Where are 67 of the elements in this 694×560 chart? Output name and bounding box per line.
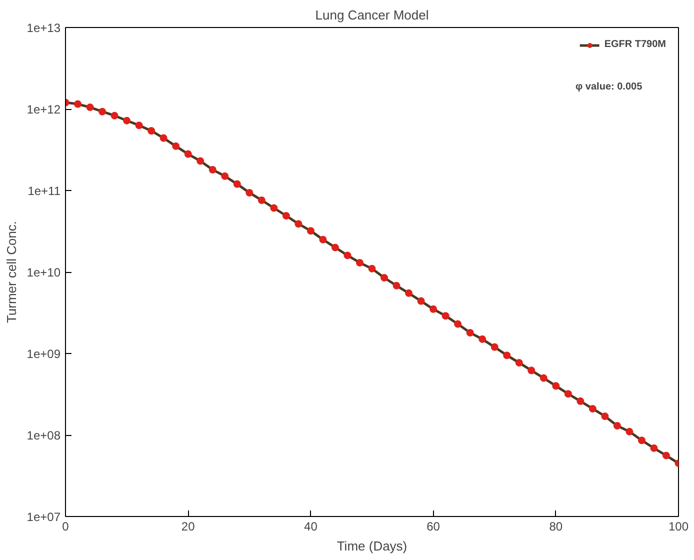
point: [196, 157, 204, 165]
y-tick-label: 1e+11: [28, 184, 61, 198]
point: [270, 204, 278, 212]
point: [626, 428, 634, 436]
point: [588, 404, 596, 412]
point: [344, 252, 352, 260]
chart-title: Lung Cancer Model: [315, 8, 429, 22]
point: [466, 328, 474, 336]
annotation: φ value: 0.005: [576, 82, 643, 92]
point: [319, 236, 327, 244]
x-tick-label: 20: [181, 520, 196, 534]
point: [638, 436, 646, 444]
point: [233, 180, 241, 188]
y-tick-label: 1e+08: [26, 428, 61, 442]
point: [258, 196, 266, 204]
point: [135, 122, 143, 130]
point: [576, 397, 584, 405]
x-tick-label: 0: [62, 520, 70, 534]
x-tick-label: 40: [304, 520, 318, 534]
point: [564, 390, 572, 398]
point: [282, 212, 290, 220]
point: [86, 104, 94, 112]
x-tick-label: 60: [426, 520, 440, 534]
point: [442, 312, 450, 320]
point: [331, 244, 339, 252]
x-tick-label: 80: [549, 520, 563, 534]
point: [98, 108, 106, 116]
y-axis-title: Turmer cell Conc.: [4, 220, 19, 324]
legend-label: EGFR T790M: [604, 39, 666, 50]
point: [74, 100, 82, 108]
point: [613, 422, 621, 430]
point: [430, 305, 438, 313]
point: [380, 274, 388, 282]
point: [172, 142, 180, 150]
y-tick-label: 1e+12: [26, 102, 61, 116]
point: [368, 264, 376, 272]
y-tick-label: 1e+10: [26, 266, 61, 280]
point: [405, 289, 413, 297]
point: [478, 335, 486, 343]
y-tick-label: 1e+13: [26, 21, 61, 35]
point: [306, 227, 314, 235]
point: [148, 127, 156, 135]
point: [662, 452, 670, 460]
point: [184, 150, 192, 158]
point: [650, 444, 658, 452]
point: [540, 374, 548, 382]
point: [356, 258, 364, 266]
point: [417, 297, 425, 305]
y-tick-label: 1e+09: [26, 347, 61, 361]
point: [552, 382, 560, 390]
x-tick-label: 100: [668, 520, 689, 534]
point: [503, 352, 511, 360]
point: [110, 112, 118, 120]
point: [490, 343, 498, 351]
point: [454, 320, 462, 328]
point: [123, 116, 131, 124]
point: [294, 220, 302, 228]
point: [528, 366, 536, 374]
point: [221, 172, 229, 180]
point: [601, 412, 609, 420]
point: [208, 166, 216, 174]
point: [160, 134, 168, 142]
x-axis-title: Time (Days): [336, 538, 408, 554]
point: [515, 359, 523, 366]
y-tick-label: 1e+07: [26, 510, 61, 524]
point: [392, 282, 400, 290]
point: [246, 188, 254, 196]
